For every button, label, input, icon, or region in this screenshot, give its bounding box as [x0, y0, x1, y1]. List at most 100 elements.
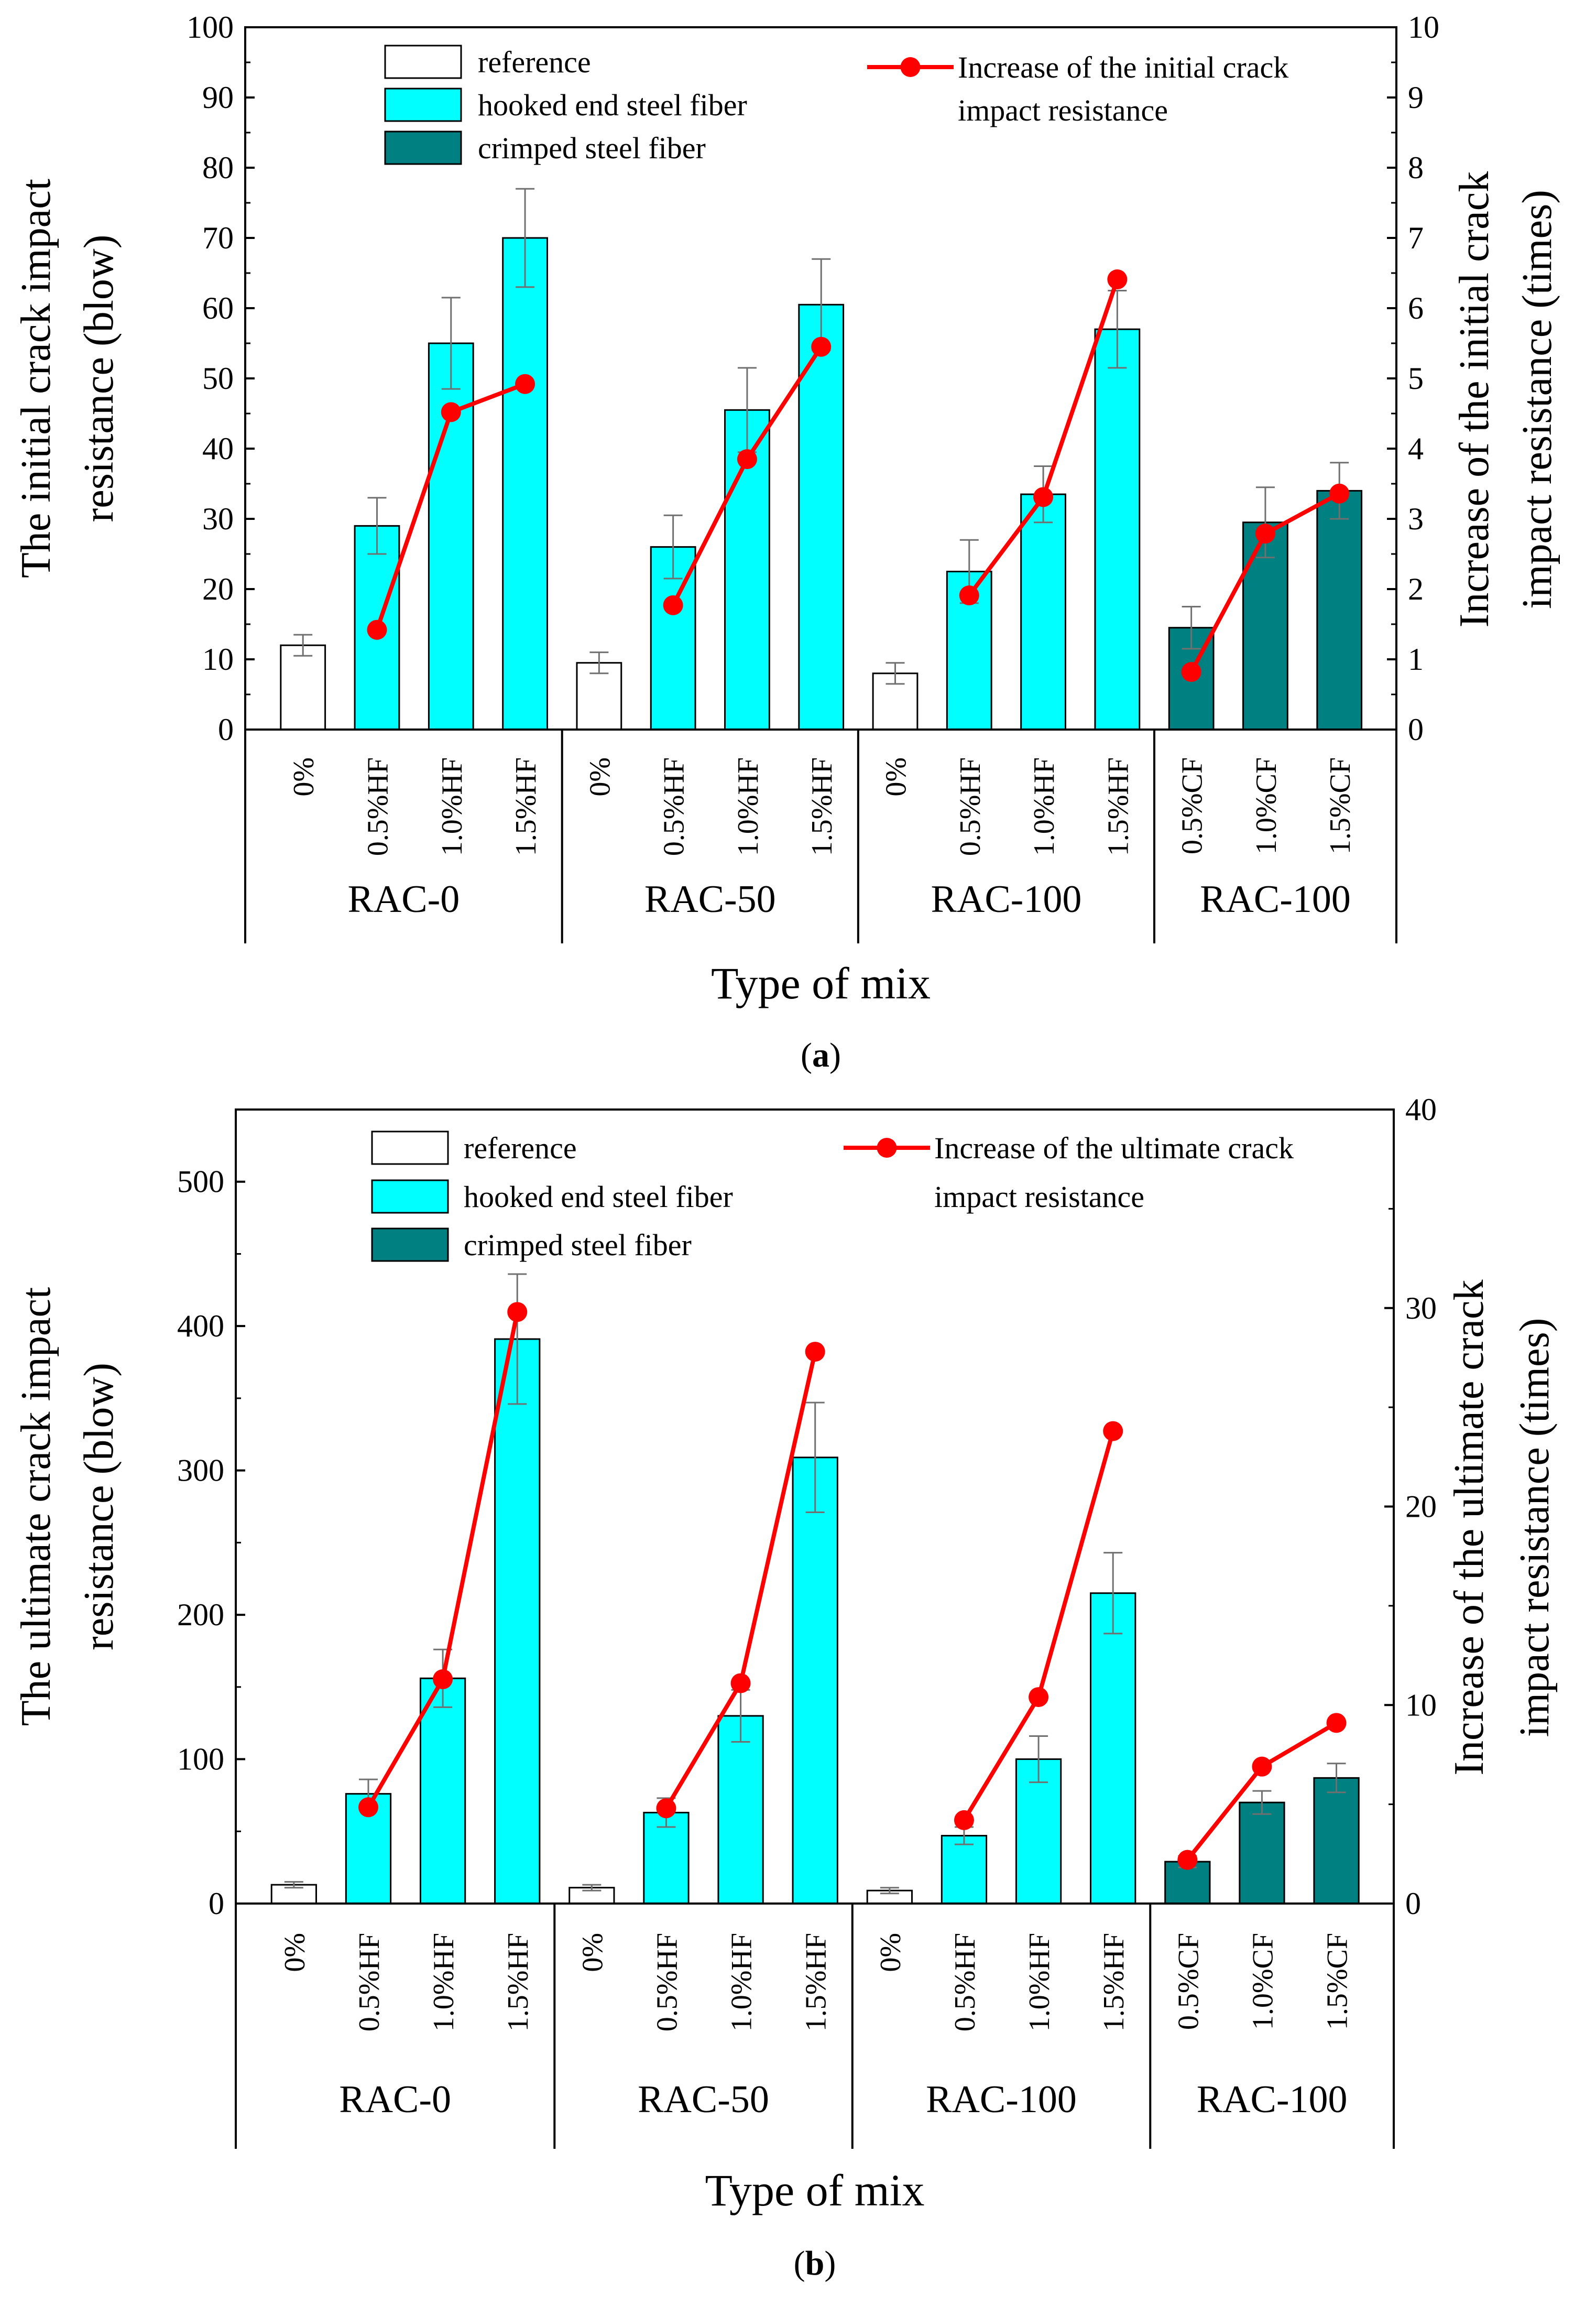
increase-point-b-8 [1029, 1687, 1049, 1708]
legend-swatch-b-crimped [371, 1227, 449, 1262]
y2tick-label-a-6: 6 [1408, 291, 1424, 325]
increase-point-a-11 [1255, 524, 1275, 544]
bar-a-4 [502, 237, 548, 731]
legend-swatch-a-reference [384, 45, 462, 79]
increase-point-b-3 [507, 1302, 528, 1322]
category-label-a-5: 0% [584, 757, 616, 797]
category-label-b-1: 0% [279, 1933, 311, 1972]
ytick-label-a-20: 20 [202, 572, 234, 606]
bar-a-15 [1316, 490, 1363, 731]
increase-point-b-7 [954, 1810, 974, 1830]
y2tick-label-a-2: 2 [1408, 572, 1424, 606]
category-label-a-13: 0.5%CF [1176, 757, 1209, 854]
group-label-a-1: RAC-0 [347, 878, 460, 921]
ytick-label-a-90: 90 [202, 80, 234, 115]
error-bar-a-13 [1182, 606, 1201, 650]
figure-b: 0 100 200 300 400 500 0 10 20 30 40 0% 0.5%HF 1.0%HF 1… [0, 1085, 1596, 2305]
ytick-label-a-10: 10 [202, 642, 234, 677]
y2tick-label-b-40: 40 [1405, 1092, 1437, 1127]
group-label-a-4: RAC-100 [1200, 878, 1351, 921]
category-label-a-7: 1.0%HF [732, 757, 764, 856]
error-bar-a-9 [886, 662, 905, 685]
legend-label-b-reference: reference [464, 1131, 577, 1165]
bar-b-14 [1239, 1801, 1285, 1905]
error-bar-b-5 [582, 1884, 602, 1891]
increase-point-a-4 [663, 595, 683, 615]
ytick-label-b-100: 100 [177, 1742, 224, 1777]
category-label-b-14: 1.0%CF [1247, 1933, 1279, 2030]
increase-point-a-12 [1329, 483, 1350, 504]
category-label-a-6: 0.5%HF [658, 757, 691, 856]
error-bar-b-4 [508, 1273, 527, 1405]
error-bar-b-14 [1252, 1790, 1272, 1815]
group-label-b-1: RAC-0 [339, 2078, 451, 2121]
category-label-b-8: 1.5%HF [800, 1933, 833, 2031]
error-bar-a-1 [293, 634, 313, 657]
legend-label-a-crimped: crimped steel fiber [478, 131, 706, 165]
legend-label-b-crimped: crimped steel fiber [464, 1228, 692, 1262]
legend-label-b-hooked: hooked end steel fiber [464, 1180, 733, 1214]
ytick-label-a-100: 100 [187, 10, 234, 45]
y-axis-label-b-2: resistance (blow) [76, 1363, 122, 1650]
chart-a-svg: 0 10 20 30 40 50 60 70 80 90 100 0 1 2 3 4 5 6 7 8 9 10 0% 0.5%… [13, 10, 1560, 1074]
category-label-a-1: 0% [288, 757, 320, 797]
y2tick-label-a-7: 7 [1408, 221, 1424, 255]
bar-a-1 [280, 644, 326, 731]
bar-a-3 [428, 342, 474, 731]
y2tick-label-a-10: 10 [1408, 10, 1439, 45]
y2-axis-label-b-2: impact resistance (times) [1512, 1318, 1558, 1737]
bar-b-3 [419, 1677, 466, 1905]
increase-point-b-9 [1103, 1421, 1123, 1441]
legend-label-a-hooked: hooked end steel fiber [478, 88, 747, 122]
legend-swatch-a-crimped [384, 131, 462, 165]
category-label-a-12: 1.5%HF [1102, 757, 1134, 856]
category-label-a-8: 1.5%HF [806, 757, 838, 856]
bar-b-11 [1015, 1758, 1062, 1905]
group-label-a-2: RAC-50 [644, 878, 776, 921]
category-label-b-13: 0.5%CF [1172, 1933, 1205, 2030]
group-label-a-3: RAC-100 [931, 878, 1082, 921]
chart-b-svg: 0 100 200 300 400 500 0 10 20 30 40 0% 0.5%HF 1.0%HF 1… [13, 1092, 1558, 2282]
ytick-label-b-200: 200 [177, 1597, 224, 1632]
bar-a-8 [798, 303, 845, 731]
ytick-label-a-60: 60 [202, 291, 234, 325]
ytick-label-a-50: 50 [202, 361, 234, 396]
category-label-b-6: 0.5%HF [651, 1933, 683, 2031]
y2-axis-label-a-2: impact resistance (times) [1514, 190, 1560, 609]
bar-b-4 [494, 1338, 541, 1905]
legend-swatch-a-hooked [384, 88, 462, 122]
x-axis-title-a: Type of mix [711, 958, 931, 1008]
category-label-a-2: 0.5%HF [362, 757, 394, 856]
y2tick-label-b-0: 0 [1405, 1886, 1421, 1921]
category-label-b-9: 0% [874, 1933, 907, 1972]
y2tick-label-a-1: 1 [1408, 642, 1424, 677]
y-axis-label-b-1: The ultimate crack impact [13, 1287, 59, 1726]
increase-point-b-6 [805, 1342, 825, 1362]
category-label-b-5: 0% [576, 1933, 609, 1972]
ytick-label-a-70: 70 [202, 221, 234, 255]
category-label-b-11: 1.0%HF [1023, 1933, 1056, 2031]
increase-point-a-6 [811, 336, 832, 357]
bar-b-12 [1090, 1592, 1136, 1905]
y-axis-label-a-1: The initial crack impact [13, 179, 59, 578]
legend-swatch-b-reference [371, 1130, 449, 1165]
bar-a-11 [1020, 493, 1066, 731]
increase-point-a-10 [1181, 662, 1201, 682]
bar-a-12 [1094, 328, 1141, 731]
y2tick-label-a-3: 3 [1408, 502, 1424, 536]
ytick-label-a-0: 0 [218, 712, 234, 747]
increase-point-a-5 [737, 449, 757, 470]
legend-label-a-reference: reference [478, 45, 591, 79]
category-label-b-3: 1.0%HF [428, 1933, 460, 2031]
legend-line-label-a-2: impact resistance [958, 93, 1168, 127]
error-bar-b-9 [880, 1887, 899, 1895]
y2tick-label-b-10: 10 [1405, 1688, 1437, 1722]
error-bar-a-6 [663, 514, 683, 580]
y2tick-label-a-8: 8 [1408, 150, 1424, 185]
panel-label-a: (a) [801, 1036, 841, 1074]
y2tick-label-a-4: 4 [1408, 431, 1424, 466]
category-label-b-4: 1.5%HF [502, 1933, 534, 2031]
error-bar-b-11 [1029, 1735, 1048, 1784]
ytick-label-a-30: 30 [202, 502, 234, 536]
legend-marker-b [877, 1138, 897, 1158]
